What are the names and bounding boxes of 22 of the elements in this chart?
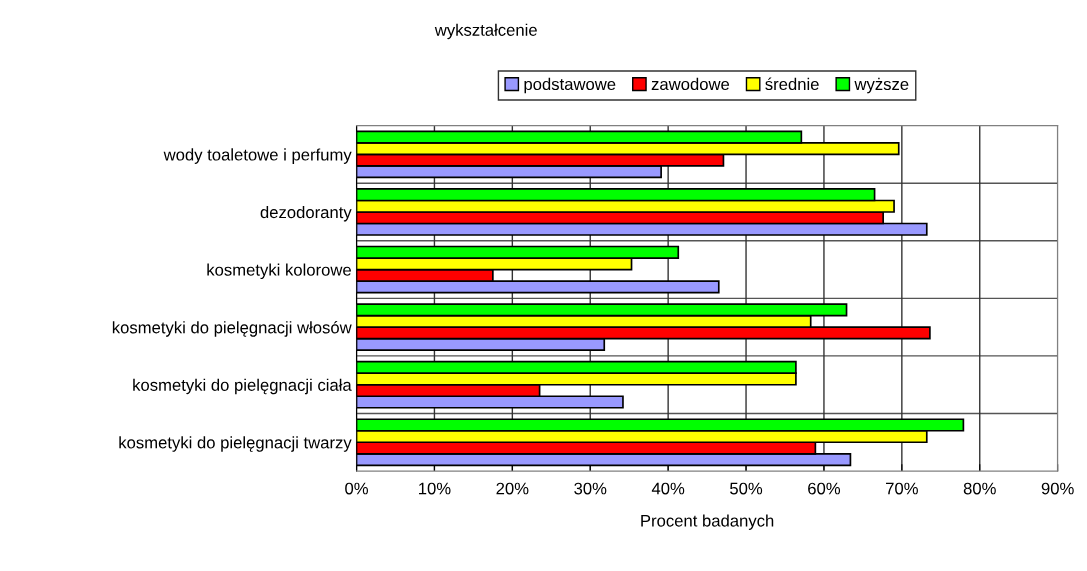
legend-label: zawodowe bbox=[651, 77, 730, 91]
y-tick-label: kosmetyki kolorowe bbox=[207, 263, 351, 280]
x-tick-label: 50% bbox=[730, 482, 763, 495]
y-tick-label: dezodoranty bbox=[260, 205, 352, 222]
legend-label: wyższe bbox=[854, 77, 909, 94]
x-tick-label: 20% bbox=[496, 482, 529, 495]
x-tick-label: 60% bbox=[808, 482, 841, 495]
x-tick-label: 80% bbox=[963, 482, 996, 495]
x-tick-label: 30% bbox=[574, 482, 607, 495]
legend-label: średnie bbox=[765, 77, 819, 91]
legend-title: wykształcenie bbox=[434, 23, 537, 40]
x-axis-title: Procent badanych bbox=[641, 514, 774, 530]
y-tick-label: wody toaletowe i perfumy bbox=[163, 148, 352, 164]
y-tick-label: kosmetyki do pielęgnacji włosów bbox=[112, 321, 352, 337]
y-tick-label: kosmetyki do pielęgnacji twarzy bbox=[119, 436, 352, 452]
x-tick-label: 10% bbox=[419, 482, 451, 495]
x-tick-label: 90% bbox=[1041, 482, 1074, 495]
y-tick-label: kosmetyki do pielęgnacji ciała bbox=[133, 378, 352, 395]
x-tick-label: 70% bbox=[886, 482, 918, 495]
legend-label: podstawowe bbox=[524, 77, 616, 94]
x-tick-label: 0% bbox=[345, 482, 368, 495]
x-tick-label: 40% bbox=[651, 482, 685, 495]
